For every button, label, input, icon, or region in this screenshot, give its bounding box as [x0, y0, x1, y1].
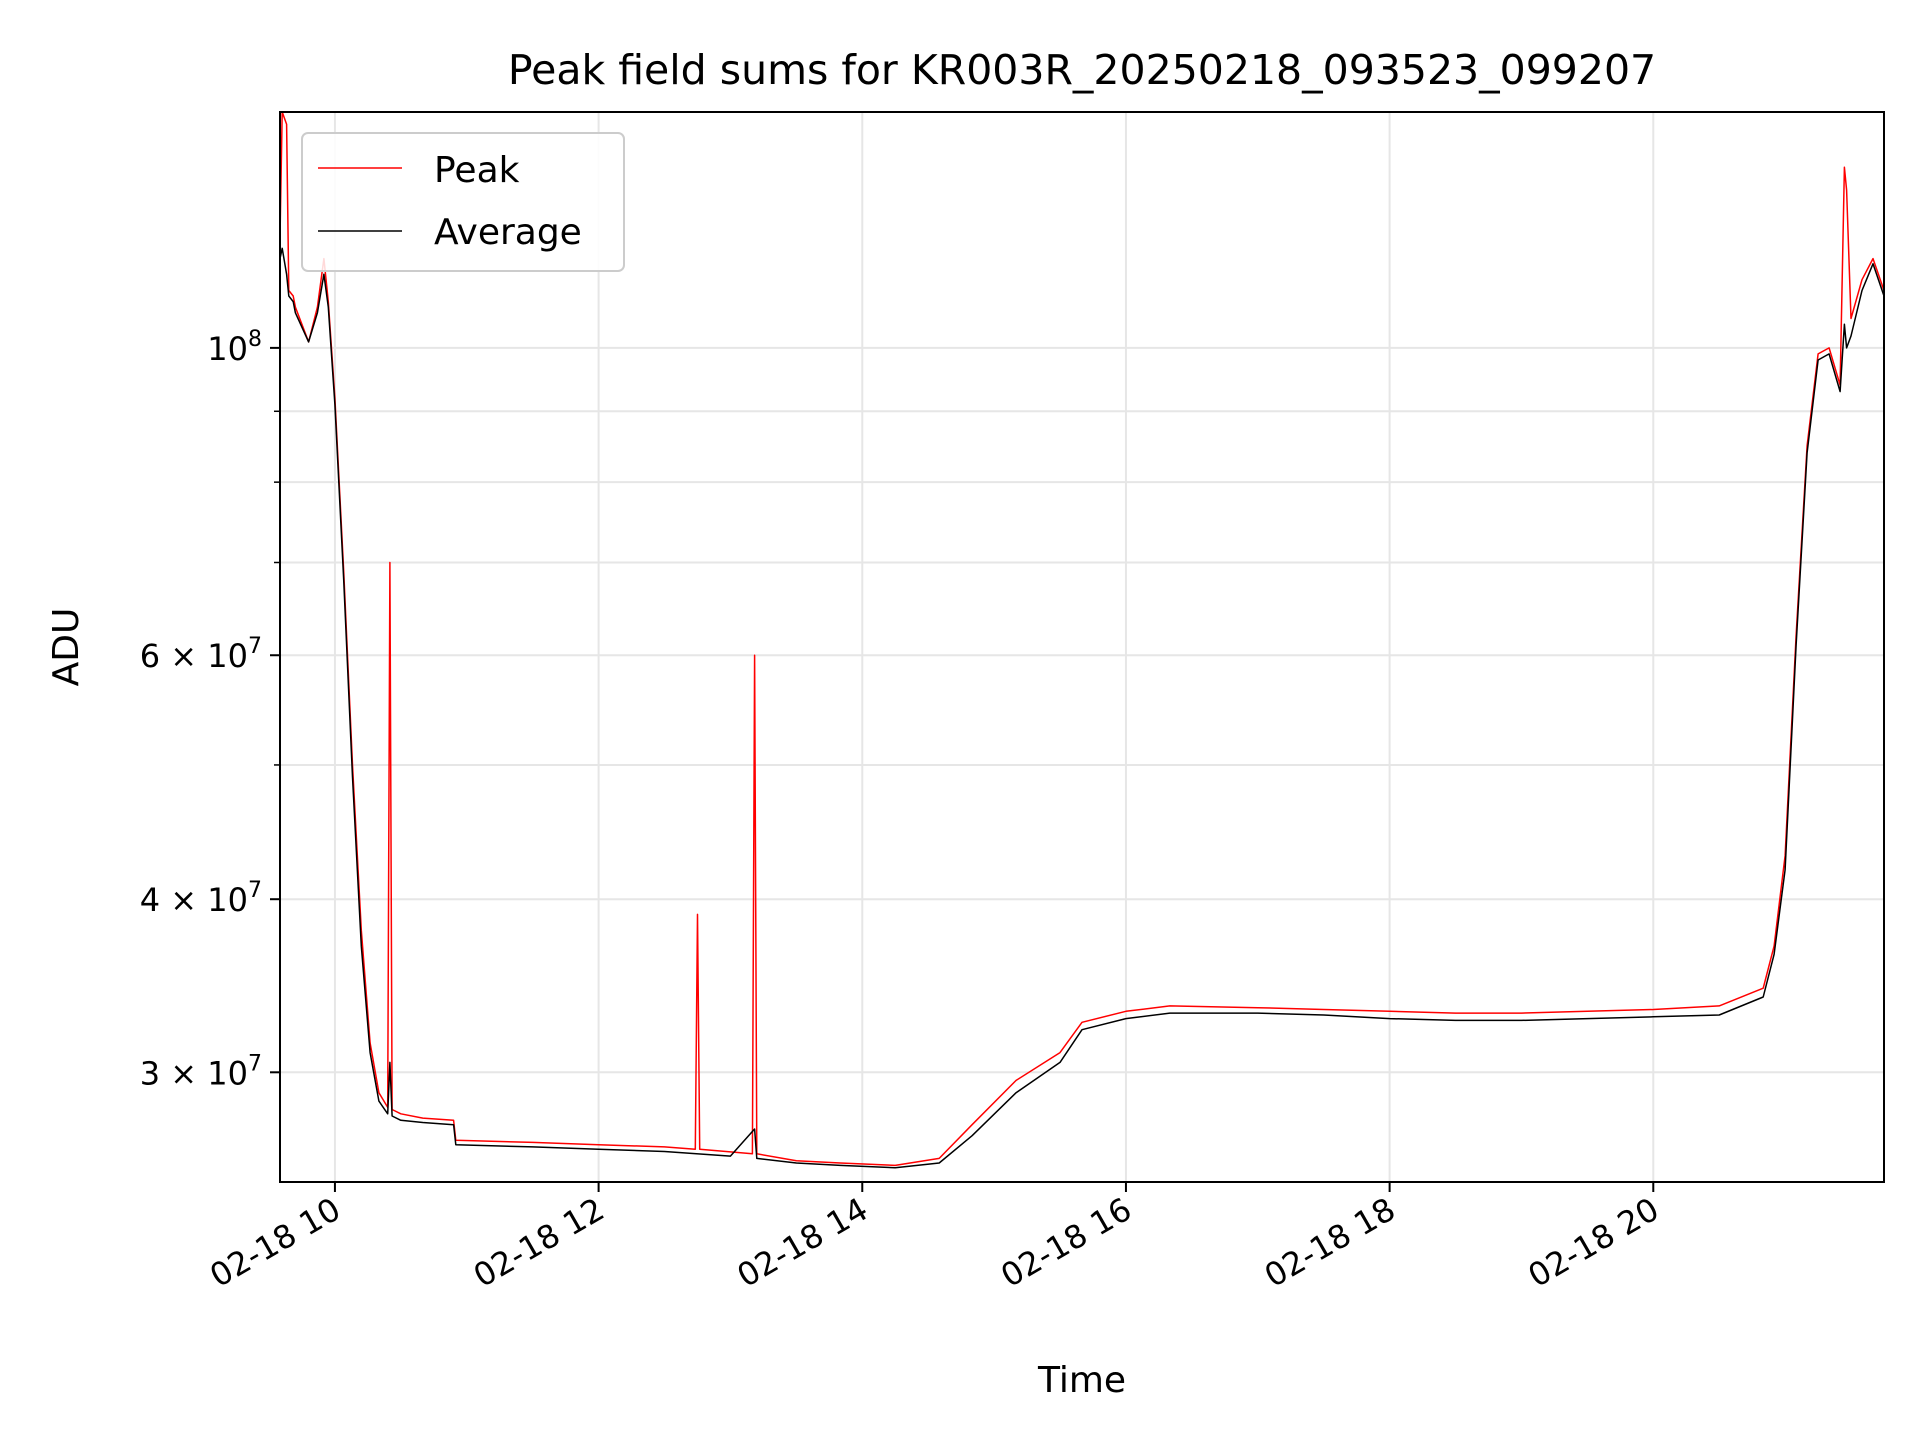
- chart-title: Peak field sums for KR003R_20250218_0935…: [508, 46, 1656, 94]
- plot-frame: [279, 111, 1885, 1183]
- y-tick-label-exponent: 7: [248, 634, 262, 659]
- y-axis-label: ADU: [46, 608, 87, 687]
- y-tick-label-base: 4 × 10: [140, 881, 248, 919]
- y-tick-label-base: 3 × 10: [140, 1054, 248, 1092]
- series-layer: [279, 111, 1885, 1169]
- x-axis-label: Time: [1037, 1360, 1126, 1401]
- x-tick-label: 02-18 16: [994, 1190, 1138, 1295]
- series-line-average: [279, 247, 1885, 1169]
- x-tick-label: 02-18 10: [203, 1190, 347, 1295]
- x-tick-label: 02-18 14: [731, 1190, 875, 1295]
- y-tick-label: 4 × 107: [140, 878, 262, 919]
- x-tick-label: 02-18 12: [467, 1190, 611, 1295]
- y-tick-label-exponent: 7: [248, 1051, 262, 1076]
- y-tick-label: 3 × 107: [140, 1051, 262, 1092]
- legend: Peak Average: [301, 132, 625, 272]
- y-tick-label-exponent: 8: [248, 327, 262, 352]
- y-tick-label: 108: [207, 327, 262, 368]
- legend-label-average: Average: [434, 212, 582, 253]
- y-tick-label-base: 6 × 10: [140, 637, 248, 675]
- grid: [280, 112, 1884, 1182]
- y-tick-label-exponent: 7: [248, 878, 262, 903]
- y-tick-label-base: 10: [207, 330, 248, 368]
- x-tick-label: 02-18 20: [1522, 1190, 1666, 1295]
- y-tick-label: 6 × 107: [140, 634, 262, 675]
- x-tick-label: 02-18 18: [1258, 1190, 1402, 1295]
- legend-label-peak: Peak: [434, 150, 520, 191]
- x-axis-ticks: 02-18 10 02-18 12 02-18 14 02-18 16 02-18 18…: [203, 1182, 1665, 1295]
